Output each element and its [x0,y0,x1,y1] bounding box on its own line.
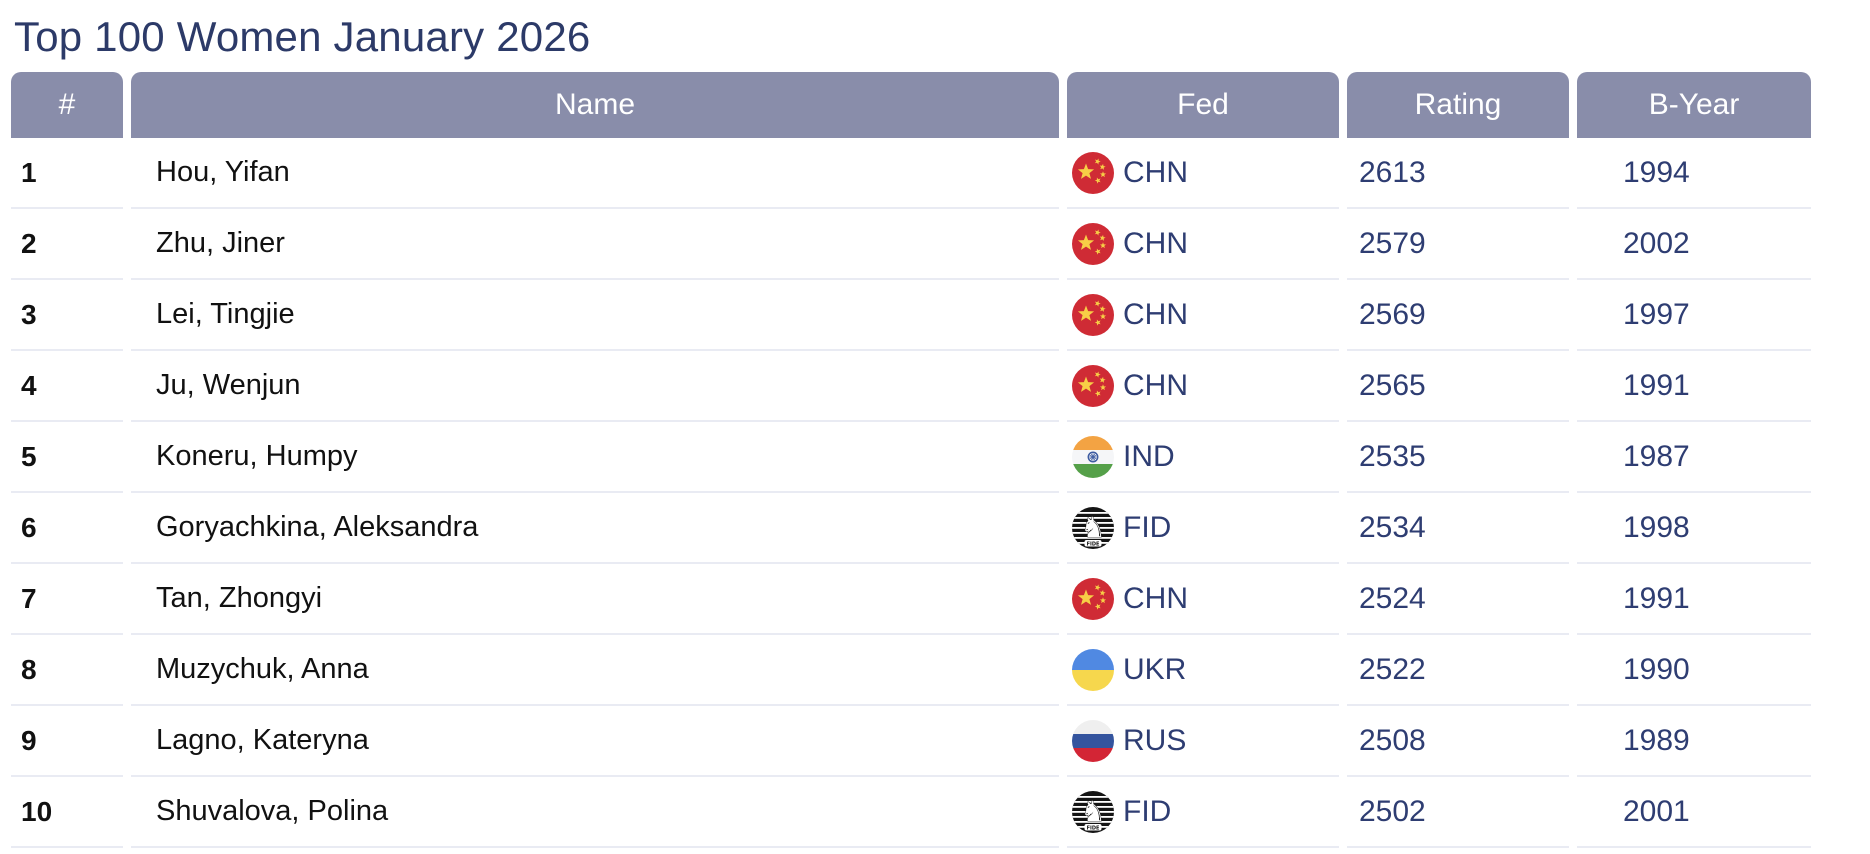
china-flag-icon [1072,364,1114,407]
fed-code: FID [1123,794,1172,828]
player-name[interactable]: Muzychuk, Anna [131,635,1059,706]
rank-cell: 5 [11,422,123,493]
rating-value: 2508 [1347,706,1569,777]
rating-value: 2502 [1347,777,1569,848]
header-name: Name [131,72,1059,138]
rating-value: 2579 [1347,209,1569,280]
fed-code: CHN [1123,226,1188,260]
byear-value: 1987 [1577,422,1811,493]
player-name[interactable]: Shuvalova, Polina [131,777,1059,848]
rating-value: 2613 [1347,138,1569,209]
fed-cell: ♞ FIDE FID [1067,777,1339,848]
byear-value: 1991 [1577,564,1811,635]
china-flag-icon [1072,293,1114,336]
rating-value: 2524 [1347,564,1569,635]
byear-value: 1991 [1577,351,1811,422]
table-header-row: # Name Fed Rating B-Year [11,72,1811,138]
table-row: 1 Hou, Yifan CHN 2613 1994 [11,138,1811,209]
byear-value: 1997 [1577,280,1811,351]
player-name[interactable]: Tan, Zhongyi [131,564,1059,635]
fed-cell: CHN [1067,138,1339,209]
fed-code: CHN [1123,297,1188,331]
player-name[interactable]: Lagno, Kateryna [131,706,1059,777]
russia-flag-icon [1072,719,1114,762]
fed-cell: ♞ FIDE FID [1067,493,1339,564]
table-row: 2 Zhu, Jiner CHN 2579 2002 [11,209,1811,280]
fed-code: CHN [1123,581,1188,615]
fed-cell: CHN [1067,564,1339,635]
svg-text:FIDE: FIDE [1087,825,1100,831]
fed-cell: RUS [1067,706,1339,777]
player-name[interactable]: Ju, Wenjun [131,351,1059,422]
rating-value: 2522 [1347,635,1569,706]
fed-code: FID [1123,510,1172,544]
china-flag-icon [1072,151,1114,194]
china-flag-icon [1072,577,1114,620]
rank-cell: 1 [11,138,123,209]
byear-value: 2002 [1577,209,1811,280]
rating-value: 2569 [1347,280,1569,351]
fed-code: CHN [1123,155,1188,189]
rating-value: 2565 [1347,351,1569,422]
table-row: 7 Tan, Zhongyi CHN 2524 1991 [11,564,1811,635]
table-row: 8 Muzychuk, Anna UKR 2522 1990 [11,635,1811,706]
fed-cell: CHN [1067,351,1339,422]
fed-cell: CHN [1067,209,1339,280]
table-row: 3 Lei, Tingjie CHN 2569 1997 [11,280,1811,351]
fed-cell: CHN [1067,280,1339,351]
table-row: 10 Shuvalova, Polina ♞ FIDE FID 2502 2001 [11,777,1811,848]
rank-cell: 2 [11,209,123,280]
svg-text:♞: ♞ [1080,511,1105,544]
player-name[interactable]: Koneru, Humpy [131,422,1059,493]
rating-value: 2535 [1347,422,1569,493]
byear-value: 1990 [1577,635,1811,706]
player-name[interactable]: Zhu, Jiner [131,209,1059,280]
header-fed: Fed [1067,72,1339,138]
player-name[interactable]: Lei, Tingjie [131,280,1059,351]
player-name[interactable]: Hou, Yifan [131,138,1059,209]
table-body: 1 Hou, Yifan CHN 2613 1994 2 Zhu, Jiner … [11,138,1811,848]
rank-cell: 6 [11,493,123,564]
fide-flag-icon: ♞ FIDE [1072,506,1114,549]
svg-text:FIDE: FIDE [1087,541,1100,547]
page-title: Top 100 Women January 2026 [14,13,591,60]
table-row: 6 Goryachkina, Aleksandra ♞ FIDE FID 2534… [11,493,1811,564]
svg-text:♞: ♞ [1080,795,1105,828]
header-byear: B-Year [1577,72,1811,138]
byear-value: 1994 [1577,138,1811,209]
ranking-table: # Name Fed Rating B-Year 1 Hou, Yifan CH… [11,72,1811,848]
rank-cell: 4 [11,351,123,422]
rank-cell: 10 [11,777,123,848]
fed-cell: UKR [1067,635,1339,706]
rank-cell: 3 [11,280,123,351]
china-flag-icon [1072,222,1114,265]
player-name[interactable]: Goryachkina, Aleksandra [131,493,1059,564]
fed-code: IND [1123,439,1175,473]
fed-cell: IND [1067,422,1339,493]
rank-cell: 8 [11,635,123,706]
fide-flag-icon: ♞ FIDE [1072,790,1114,833]
fed-code: RUS [1123,723,1187,757]
header-rating: Rating [1347,72,1569,138]
byear-value: 2001 [1577,777,1811,848]
rating-value: 2534 [1347,493,1569,564]
india-flag-icon [1072,435,1114,478]
byear-value: 1998 [1577,493,1811,564]
rank-cell: 7 [11,564,123,635]
rank-cell: 9 [11,706,123,777]
ukraine-flag-icon [1072,648,1114,691]
table-row: 9 Lagno, Kateryna RUS 2508 1989 [11,706,1811,777]
fed-code: CHN [1123,368,1188,402]
header-rank: # [11,72,123,138]
table-row: 5 Koneru, Humpy IND 2535 1987 [11,422,1811,493]
fed-code: UKR [1123,652,1187,686]
byear-value: 1989 [1577,706,1811,777]
table-row: 4 Ju, Wenjun CHN 2565 1991 [11,351,1811,422]
